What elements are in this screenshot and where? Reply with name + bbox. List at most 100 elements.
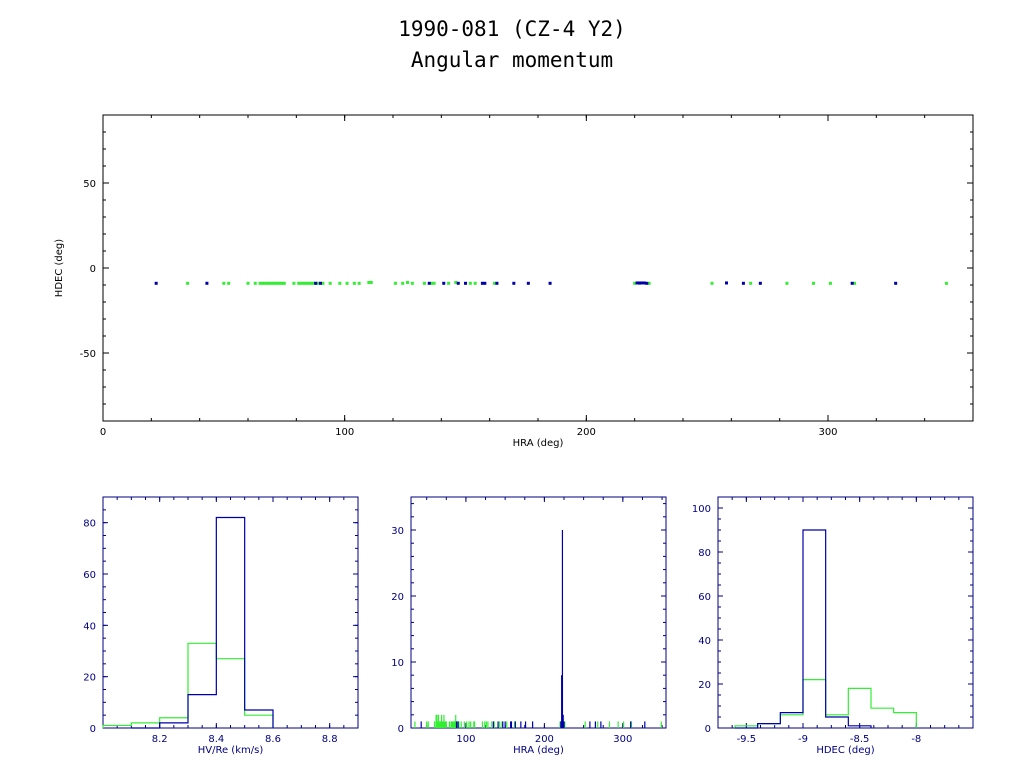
- x-tick-label: -8.5: [850, 734, 870, 745]
- data-point: [785, 281, 789, 285]
- data-point: [246, 281, 250, 285]
- data-point: [850, 281, 854, 285]
- data-point: [345, 281, 349, 285]
- data-point: [297, 281, 301, 285]
- x-tick-label: -8: [911, 734, 921, 745]
- y-tick-label: 0: [398, 724, 404, 735]
- data-point: [316, 281, 320, 285]
- data-point: [853, 281, 857, 285]
- x-axis-label: HRA (deg): [513, 745, 564, 756]
- data-point: [480, 281, 484, 285]
- data-point: [282, 281, 286, 285]
- x-tick-label: 8.8: [322, 734, 338, 745]
- y-axis-label: HDEC (deg): [54, 239, 65, 297]
- data-point: [638, 281, 641, 285]
- y-tick-label: 60: [83, 570, 96, 581]
- data-point: [710, 281, 714, 285]
- data-point: [432, 281, 436, 285]
- data-point: [263, 281, 267, 285]
- data-point: [406, 280, 409, 284]
- x-tick-label: 300: [613, 734, 632, 745]
- data-point: [328, 281, 332, 285]
- y-tick-label: 100: [692, 504, 711, 515]
- y-tick-label: 80: [698, 548, 711, 559]
- data-point: [495, 281, 499, 285]
- y-tick-label: 50: [83, 179, 96, 190]
- plot-frame: [102, 114, 974, 422]
- x-tick-label: 100: [335, 427, 354, 438]
- data-point: [427, 281, 431, 285]
- data-point: [633, 281, 637, 285]
- data-point: [741, 281, 745, 285]
- x-tick-label: 8.4: [208, 734, 224, 745]
- plot-frame: [410, 496, 667, 729]
- plot-frame: [717, 496, 974, 729]
- chart-title: 1990-081 (CZ-4 Y2): [398, 17, 626, 41]
- y-tick-label: 0: [90, 724, 96, 735]
- y-tick-label: 10: [391, 658, 404, 669]
- data-point: [352, 281, 356, 285]
- x-axis-label: HV/Re (km/s): [198, 745, 264, 756]
- data-point: [338, 281, 342, 285]
- data-point: [186, 281, 190, 285]
- data-point: [456, 281, 460, 285]
- data-point: [154, 281, 158, 285]
- data-point: [227, 281, 231, 285]
- histogram-hra: 100 200 300 0 10 20 30 HRA (deg): [391, 496, 667, 756]
- data-point: [258, 281, 262, 285]
- data-point: [422, 281, 426, 285]
- data-point: [526, 281, 530, 285]
- data-point: [828, 281, 832, 285]
- data-point: [447, 281, 451, 285]
- data-point: [640, 281, 644, 285]
- y-tick-label: 60: [698, 592, 711, 603]
- data-point: [268, 281, 272, 285]
- data-point: [635, 281, 639, 285]
- data-point: [548, 281, 552, 285]
- data-point: [205, 281, 209, 285]
- data-point: [473, 281, 477, 285]
- x-tick-label: 8.6: [265, 734, 281, 745]
- data-point: [321, 281, 325, 285]
- scatter-plot-hra-hdec: 0 100 200 300 -50 0 50 HRA (deg) HDEC (deg): [54, 114, 974, 449]
- data-point: [369, 280, 373, 284]
- x-tick-label: 0: [100, 427, 106, 438]
- x-tick-label: -9: [798, 734, 808, 745]
- histogram-series: [131, 516, 274, 729]
- chart-subtitle: Angular momentum: [410, 48, 614, 72]
- y-tick-label: -50: [80, 349, 96, 360]
- data-point: [493, 281, 496, 285]
- y-tick-label: 20: [391, 592, 404, 603]
- data-point: [270, 281, 274, 285]
- histogram-hdec: -9.5 -9 -8.5 -8 0 20 40 60 80 100 HDEC (deg): [692, 496, 974, 756]
- data-point: [642, 281, 646, 285]
- data-point: [265, 281, 269, 285]
- x-tick-label: 100: [456, 734, 475, 745]
- data-point: [253, 281, 257, 285]
- x-axis-label: HRA (deg): [513, 438, 564, 449]
- data-point: [302, 281, 306, 285]
- data-point: [357, 281, 361, 285]
- x-tick-label: 200: [535, 734, 554, 745]
- y-tick-label: 40: [698, 636, 711, 647]
- data-point: [483, 281, 487, 285]
- y-tick-label: 0: [705, 724, 711, 735]
- data-point: [442, 281, 446, 285]
- data-point: [512, 281, 516, 285]
- data-point: [725, 281, 728, 285]
- y-tick-label: 40: [83, 621, 96, 632]
- data-point: [261, 281, 264, 285]
- data-point: [758, 281, 762, 285]
- data-point: [401, 281, 405, 285]
- y-tick-label: 20: [698, 680, 711, 691]
- data-point: [277, 281, 281, 285]
- histogram-series: [735, 529, 872, 729]
- data-point: [647, 281, 651, 285]
- data-point: [299, 281, 303, 285]
- data-point: [894, 281, 898, 285]
- data-point: [749, 281, 753, 285]
- x-tick-label: -9.5: [737, 734, 757, 745]
- data-point: [468, 281, 472, 285]
- x-tick-label: 8.2: [152, 734, 168, 745]
